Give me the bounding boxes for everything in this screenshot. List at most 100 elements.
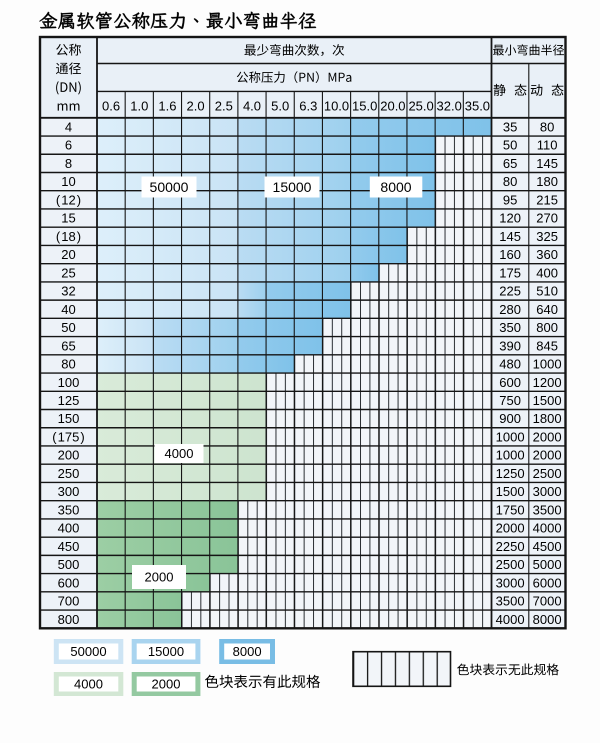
svg-text:640: 640: [536, 302, 558, 317]
svg-text:4500: 4500: [533, 539, 562, 554]
svg-text:32: 32: [61, 284, 75, 299]
svg-text:225: 225: [499, 284, 521, 299]
svg-text:10.0: 10.0: [324, 99, 349, 114]
svg-text:2000: 2000: [145, 570, 174, 585]
svg-text:4: 4: [65, 120, 72, 135]
svg-text:95: 95: [503, 192, 517, 207]
svg-text:35: 35: [503, 120, 517, 135]
svg-text:900: 900: [499, 411, 521, 426]
svg-text:15: 15: [61, 211, 75, 226]
svg-text:510: 510: [536, 284, 558, 299]
svg-text:3000: 3000: [496, 575, 525, 590]
svg-text:145: 145: [536, 156, 558, 171]
svg-text:2500: 2500: [533, 466, 562, 481]
svg-text:300: 300: [58, 484, 80, 499]
svg-text:8000: 8000: [533, 612, 562, 627]
svg-text:80: 80: [540, 120, 554, 135]
svg-text:145: 145: [499, 229, 521, 244]
svg-text:250: 250: [58, 466, 80, 481]
svg-text:1.6: 1.6: [158, 99, 176, 114]
svg-text:1000: 1000: [533, 357, 562, 372]
svg-text:2000: 2000: [533, 430, 562, 445]
svg-text:390: 390: [499, 338, 521, 353]
svg-text:120: 120: [499, 211, 521, 226]
svg-text:20: 20: [61, 247, 75, 262]
svg-text:480: 480: [499, 357, 521, 372]
svg-text:700: 700: [58, 594, 80, 609]
svg-text:400: 400: [58, 521, 80, 536]
svg-text:325: 325: [536, 229, 558, 244]
svg-text:2000: 2000: [496, 521, 525, 536]
svg-text:4.0: 4.0: [243, 99, 261, 114]
svg-text:25.0: 25.0: [408, 99, 433, 114]
svg-text:15000: 15000: [148, 644, 184, 659]
svg-text:50000: 50000: [70, 644, 106, 659]
svg-text:8: 8: [65, 156, 72, 171]
svg-text:350: 350: [499, 320, 521, 335]
svg-text:65: 65: [503, 156, 517, 171]
svg-text:8000: 8000: [380, 179, 411, 195]
svg-text:360: 360: [536, 247, 558, 262]
svg-text:50: 50: [61, 320, 75, 335]
svg-text:2.5: 2.5: [215, 99, 233, 114]
svg-text:6: 6: [65, 138, 72, 153]
svg-text:20.0: 20.0: [380, 99, 405, 114]
svg-text:150: 150: [58, 411, 80, 426]
svg-text:4000: 4000: [165, 446, 194, 461]
svg-text:125: 125: [58, 393, 80, 408]
svg-text:1250: 1250: [496, 466, 525, 481]
svg-text:500: 500: [58, 557, 80, 572]
svg-text:32.0: 32.0: [437, 99, 462, 114]
svg-text:35.0: 35.0: [465, 99, 490, 114]
svg-text:6000: 6000: [533, 575, 562, 590]
svg-text:200: 200: [58, 448, 80, 463]
svg-text:175: 175: [499, 265, 521, 280]
svg-text:40: 40: [61, 302, 75, 317]
svg-text:15000: 15000: [273, 179, 312, 195]
svg-text:4000: 4000: [74, 677, 103, 692]
svg-text:100: 100: [58, 375, 80, 390]
svg-text:180: 180: [536, 174, 558, 189]
svg-text:4000: 4000: [533, 521, 562, 536]
svg-text:6.3: 6.3: [299, 99, 317, 114]
svg-text:1200: 1200: [533, 375, 562, 390]
svg-text:750: 750: [499, 393, 521, 408]
svg-text:845: 845: [536, 338, 558, 353]
svg-text:1750: 1750: [496, 502, 525, 517]
svg-text:7000: 7000: [533, 594, 562, 609]
svg-text:3000: 3000: [533, 484, 562, 499]
svg-text:2500: 2500: [496, 557, 525, 572]
svg-text:1.0: 1.0: [130, 99, 148, 114]
svg-text:800: 800: [58, 612, 80, 627]
svg-text:8000: 8000: [233, 644, 262, 659]
svg-text:15.0: 15.0: [352, 99, 377, 114]
svg-text:65: 65: [61, 338, 75, 353]
svg-text:5.0: 5.0: [271, 99, 289, 114]
svg-text:3500: 3500: [496, 594, 525, 609]
svg-text:1000: 1000: [496, 448, 525, 463]
svg-text:10: 10: [61, 174, 75, 189]
svg-text:5000: 5000: [533, 557, 562, 572]
svg-text:800: 800: [536, 320, 558, 335]
svg-text:270: 270: [536, 211, 558, 226]
svg-text:1000: 1000: [496, 430, 525, 445]
svg-text:50: 50: [503, 138, 517, 153]
svg-text:25: 25: [61, 265, 75, 280]
svg-text:( 12 ): ( 12 ): [56, 192, 81, 207]
svg-text:( 18 ): ( 18 ): [56, 229, 81, 244]
svg-text:3500: 3500: [533, 502, 562, 517]
svg-text:4000: 4000: [496, 612, 525, 627]
svg-text:0.6: 0.6: [102, 99, 120, 114]
svg-text:2.0: 2.0: [187, 99, 205, 114]
svg-text:280: 280: [499, 302, 521, 317]
svg-text:1500: 1500: [533, 393, 562, 408]
svg-text:400: 400: [536, 265, 558, 280]
svg-text:215: 215: [536, 192, 558, 207]
svg-text:80: 80: [61, 357, 75, 372]
svg-text:450: 450: [58, 539, 80, 554]
svg-text:1500: 1500: [496, 484, 525, 499]
svg-text:110: 110: [537, 138, 558, 153]
svg-text:2250: 2250: [496, 539, 525, 554]
svg-text:50000: 50000: [150, 179, 189, 195]
svg-text:2000: 2000: [152, 677, 181, 692]
